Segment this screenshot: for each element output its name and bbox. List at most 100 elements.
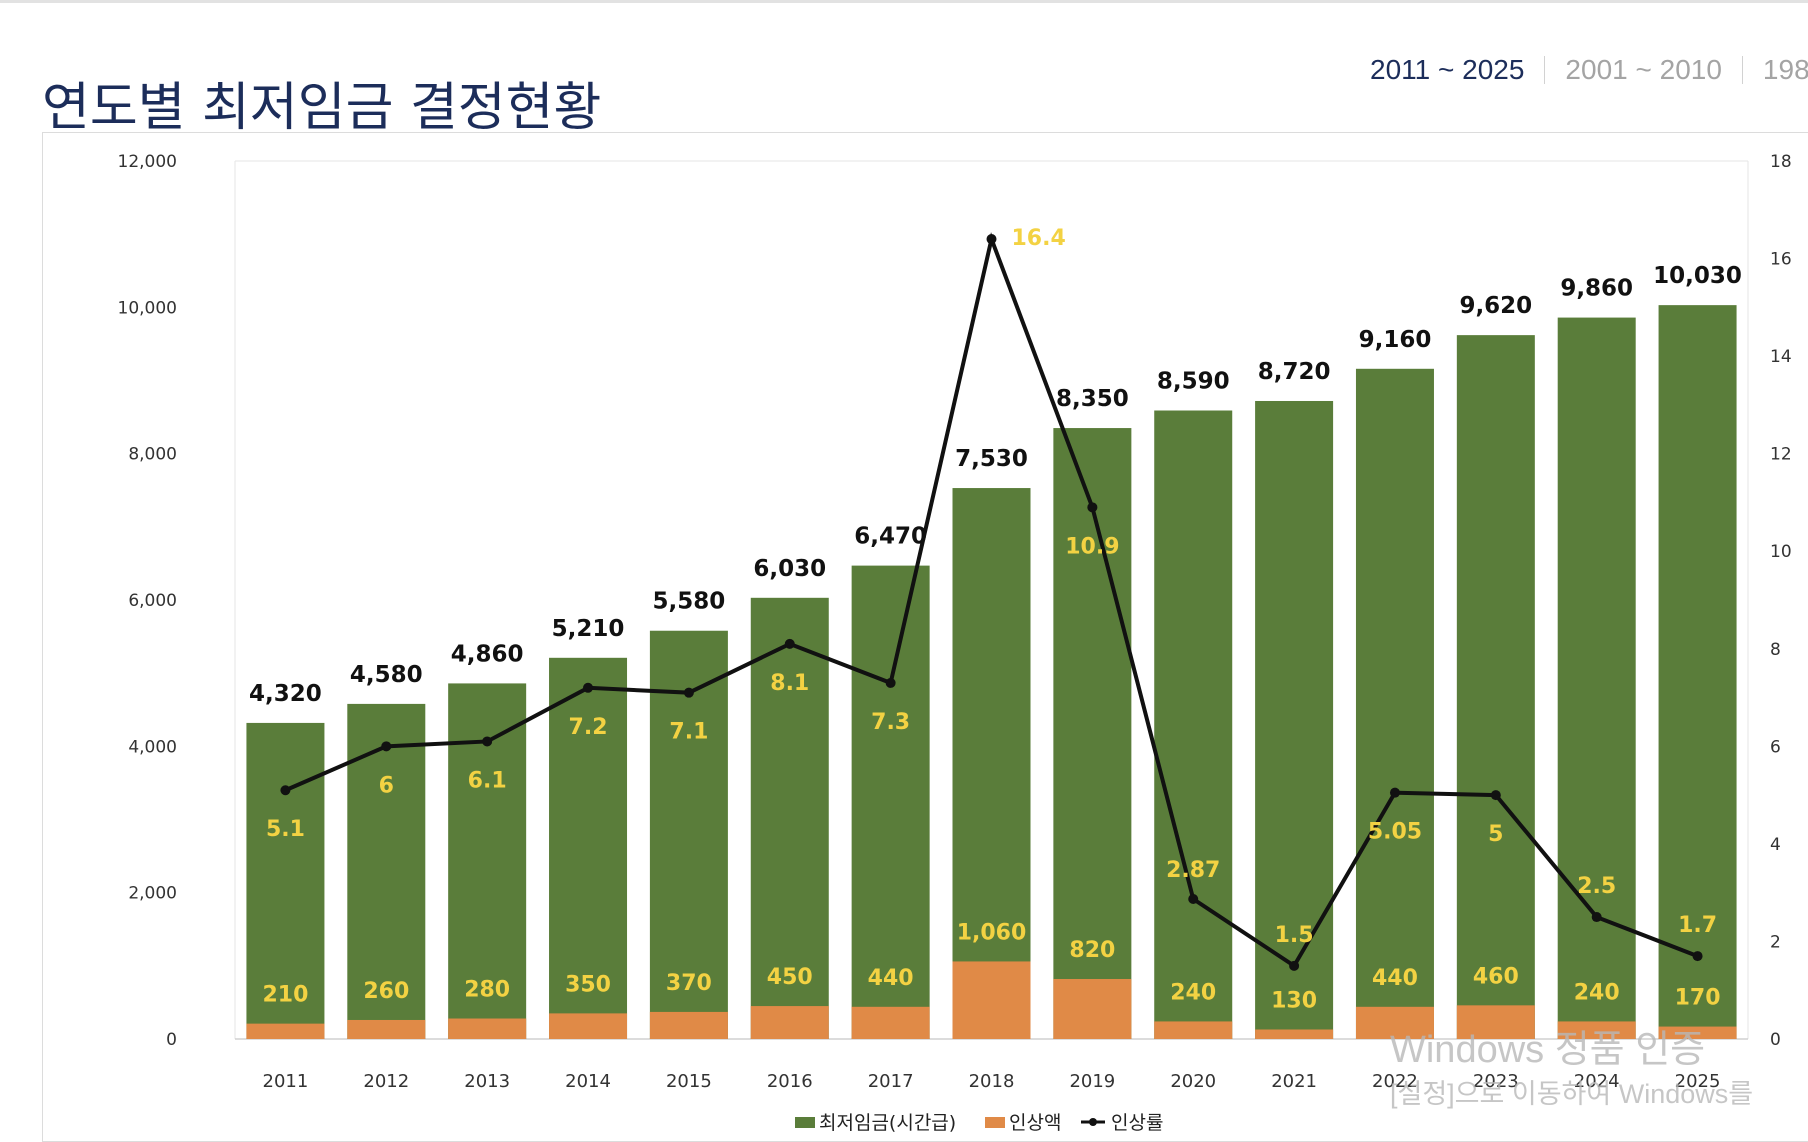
page-title: 연도별 최저임금 결정현황 <box>42 77 602 138</box>
y-right-tick-label: 0 <box>1770 1030 1781 1050</box>
minimum-wage-chart: 0 2,000 4,000 6,000 8,000 10,000 12,000 0 2 4 6 8 10… <box>118 152 1792 1134</box>
rate-point <box>986 234 997 245</box>
legend-label-increase: 인상액 <box>1009 1112 1061 1134</box>
rate-value-label: 1.7 <box>1678 913 1717 938</box>
rate-value-label: 2.87 <box>1166 858 1220 883</box>
wage-value-label: 7,530 <box>955 446 1028 472</box>
y-right-tick-label: 2 <box>1770 932 1781 952</box>
wage-bar <box>1557 317 1636 1039</box>
x-tick-label: 2019 <box>1069 1071 1115 1092</box>
rate-value-label: 5.1 <box>266 817 305 842</box>
x-tick-label: 2011 <box>263 1071 309 1092</box>
increase-value-label: 260 <box>363 979 409 1004</box>
x-tick-label: 2022 <box>1372 1071 1418 1092</box>
increase-value-label: 130 <box>1271 988 1317 1013</box>
y-left-tick-label: 2,000 <box>128 884 177 904</box>
x-tick-label: 2025 <box>1675 1071 1721 1092</box>
rate-value-label: 7.2 <box>569 715 608 740</box>
increase-value-label: 1,060 <box>957 920 1027 945</box>
rate-point <box>1289 960 1300 971</box>
tab-separator <box>1544 56 1546 84</box>
rate-value-label: 5 <box>1488 822 1503 847</box>
wage-value-label: 8,350 <box>1056 386 1129 412</box>
increase-bar <box>448 1018 527 1039</box>
increase-bar <box>1557 1021 1636 1039</box>
tab-2011-2025[interactable]: 2011 ~ 2025 <box>1370 54 1525 85</box>
x-tick-label: 2013 <box>464 1071 510 1092</box>
rate-value-label: 6.1 <box>468 768 507 793</box>
legend-swatch-increase <box>985 1117 1005 1128</box>
wage-value-label: 4,860 <box>451 641 524 667</box>
y-left-tick-label: 6,000 <box>128 591 177 611</box>
tab-separator <box>1741 56 1743 84</box>
x-tick-label: 2020 <box>1170 1071 1216 1092</box>
increase-bar <box>1658 1026 1737 1039</box>
wage-bar <box>952 488 1031 1039</box>
y-right-tick-label: 6 <box>1770 737 1781 757</box>
top-divider <box>0 0 1808 3</box>
increase-value-label: 370 <box>666 971 712 996</box>
x-tick-label: 2017 <box>868 1071 914 1092</box>
y-right-tick-label: 8 <box>1770 640 1781 660</box>
y-left-tick-label: 4,000 <box>128 737 177 757</box>
wage-value-label: 5,210 <box>552 616 625 642</box>
wage-value-label: 5,580 <box>653 589 726 615</box>
increase-bar <box>549 1013 628 1039</box>
chart-panel: 0 2,000 4,000 6,000 8,000 10,000 12,000 0 2 4 6 8 10… <box>42 132 1808 1142</box>
wage-value-label: 10,030 <box>1653 263 1742 289</box>
y-left-tick-label: 12,000 <box>118 152 177 172</box>
legend-marker-rate <box>1089 1118 1097 1126</box>
wage-value-label: 6,030 <box>753 556 826 582</box>
increase-bar <box>246 1023 325 1039</box>
wage-value-label: 9,620 <box>1459 293 1532 319</box>
y-right-tick-label: 18 <box>1770 152 1792 172</box>
increase-value-label: 820 <box>1069 938 1115 963</box>
wage-bar <box>1255 400 1334 1039</box>
rate-value-label: 6 <box>379 773 394 798</box>
wage-bar <box>1053 428 1132 1039</box>
rate-value-label: 10.9 <box>1065 534 1119 559</box>
wage-bar <box>1456 335 1535 1039</box>
wage-value-label: 8,720 <box>1258 359 1331 385</box>
y-left-tick-label: 10,000 <box>118 298 177 318</box>
rate-point <box>482 736 493 747</box>
windows-activation-watermark-sub: [설정]으로 이동하여 Windows를 <box>1390 1079 1754 1109</box>
x-tick-label: 2012 <box>363 1071 409 1092</box>
rate-point <box>1389 787 1400 798</box>
rate-point <box>1591 912 1602 923</box>
y-right-tick-label: 12 <box>1770 445 1792 465</box>
rate-point <box>885 677 896 688</box>
rate-point <box>583 682 594 693</box>
rate-point <box>1490 790 1501 801</box>
increase-bar <box>649 1011 728 1039</box>
rate-value-label: 7.1 <box>669 720 708 745</box>
rate-point <box>784 638 795 649</box>
wage-value-label: 9,860 <box>1560 276 1633 302</box>
wage-bar <box>1658 305 1737 1040</box>
x-tick-label: 2018 <box>969 1071 1015 1092</box>
increase-value-label: 210 <box>262 983 308 1008</box>
increase-bar <box>1154 1021 1233 1039</box>
x-tick-label: 2021 <box>1271 1071 1317 1092</box>
tab-1988[interactable]: 1988 <box>1762 54 1808 85</box>
increase-bar <box>347 1019 426 1039</box>
tab-2001-2010[interactable]: 2001 ~ 2010 <box>1565 54 1722 85</box>
wage-bar <box>246 722 325 1039</box>
rate-value-label: 2.5 <box>1577 874 1616 899</box>
increase-bar <box>851 1006 930 1039</box>
rate-point <box>280 785 291 796</box>
wage-bar <box>649 630 728 1039</box>
x-tick-label: 2023 <box>1473 1071 1519 1092</box>
increase-bar <box>952 961 1031 1039</box>
rate-point <box>381 741 392 752</box>
y-right-tick-label: 10 <box>1770 542 1792 562</box>
x-tick-label: 2015 <box>666 1071 712 1092</box>
wage-value-label: 6,470 <box>854 524 927 550</box>
x-tick-label: 2014 <box>565 1071 611 1092</box>
increase-value-label: 240 <box>1170 980 1216 1005</box>
x-tick-label: 2024 <box>1574 1071 1620 1092</box>
wage-bar <box>1154 410 1233 1040</box>
increase-bar <box>1355 1006 1434 1039</box>
wage-value-label: 4,320 <box>249 681 322 707</box>
increase-bar <box>1255 1029 1334 1039</box>
